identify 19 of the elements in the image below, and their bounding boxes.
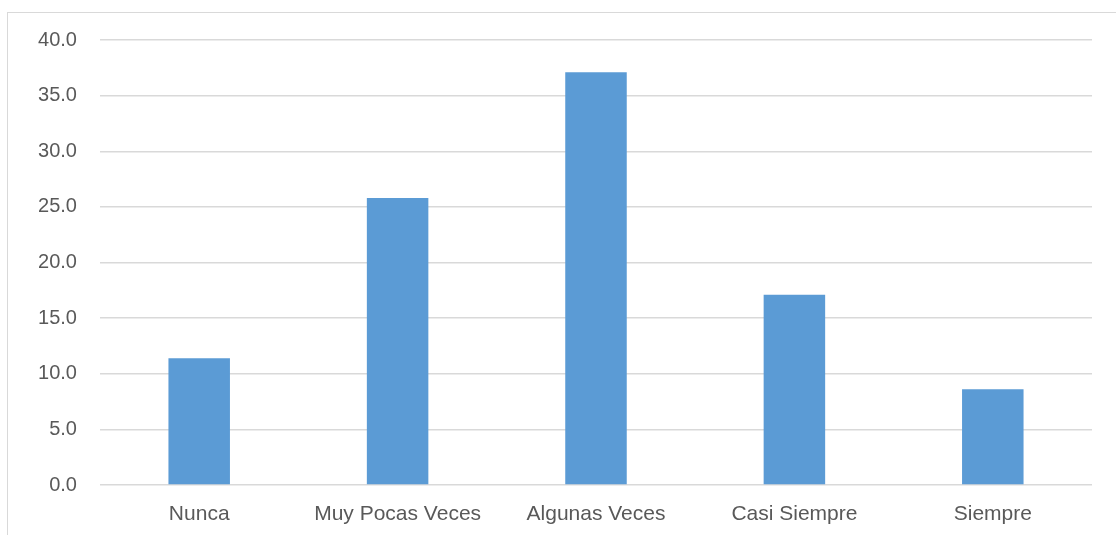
y-tick-label: 25.0: [38, 194, 77, 217]
x-tick-label: Algunas Veces: [526, 501, 666, 525]
x-tick-label: Casi Siempre: [731, 501, 858, 525]
bar: [366, 197, 429, 485]
y-tick-label: 35.0: [38, 83, 77, 106]
y-tick-label: 0.0: [49, 472, 77, 495]
x-tick-label: Siempre: [953, 501, 1032, 525]
y-tick-label: 20.0: [38, 250, 77, 273]
bar: [962, 389, 1024, 485]
y-tick-label: 5.0: [49, 416, 77, 439]
bar: [763, 294, 826, 485]
bar: [565, 72, 627, 485]
x-tick-label: Muy Pocas Veces: [314, 501, 482, 525]
y-tick-label: 30.0: [38, 138, 77, 161]
y-tick-label: 10.0: [38, 361, 77, 384]
y-tick-label: 40.0: [38, 27, 77, 50]
bar: [168, 358, 230, 485]
y-tick-label: 15.0: [38, 305, 77, 328]
x-tick-label: Nunca: [168, 501, 230, 525]
